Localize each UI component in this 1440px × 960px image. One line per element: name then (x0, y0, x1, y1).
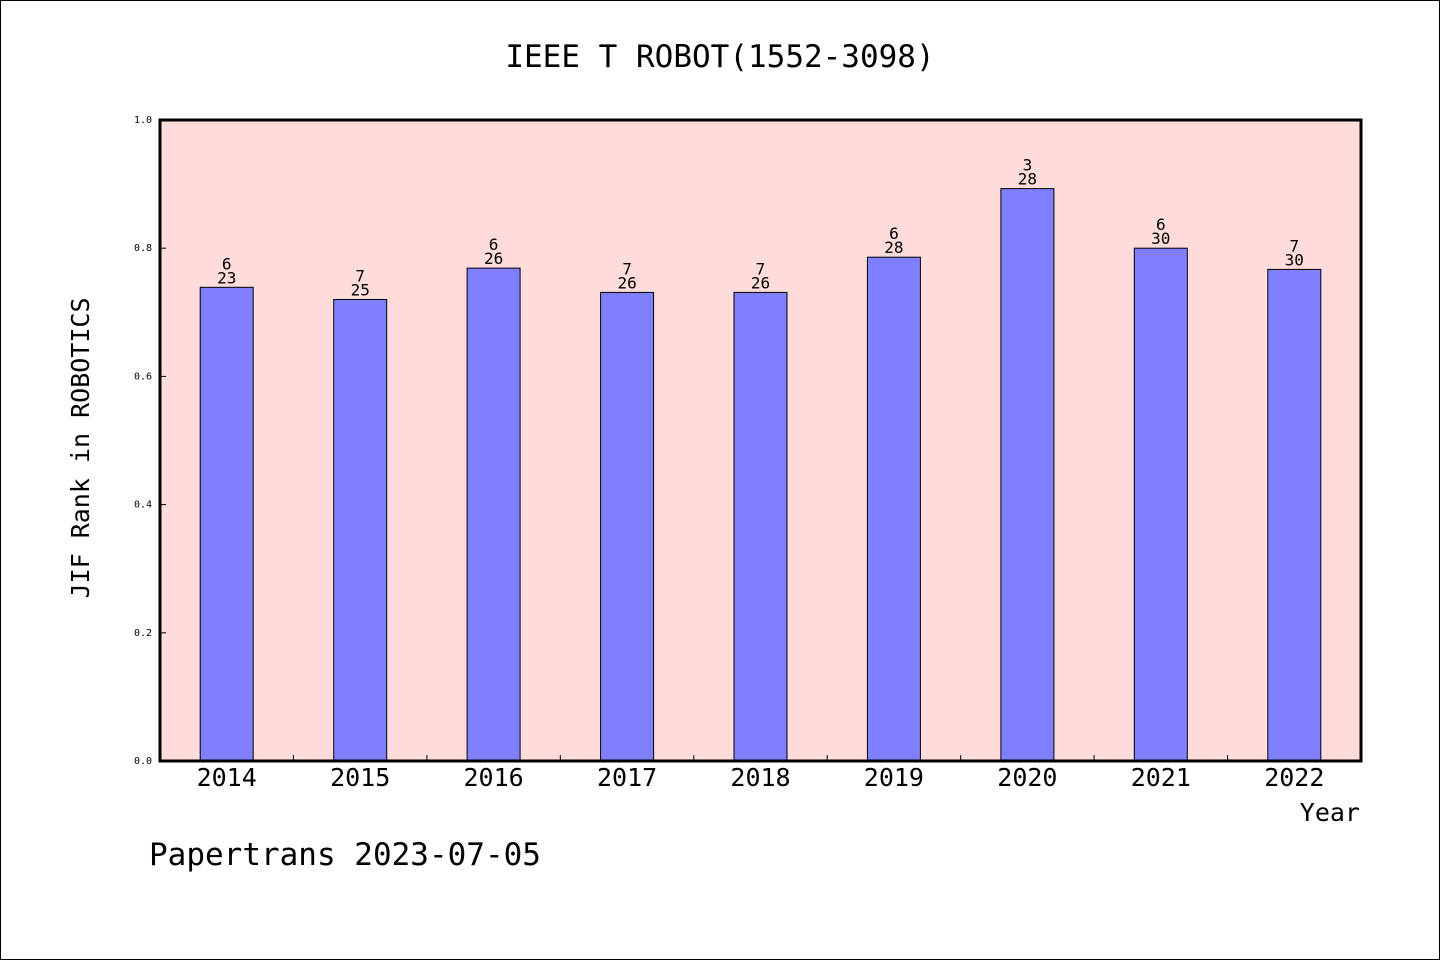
data-label-rank: 7 (355, 267, 365, 286)
data-label-rank: 7 (622, 259, 632, 278)
y-tick-label: 0.6 (134, 371, 152, 382)
data-label-total: 25 (351, 281, 370, 300)
bar-2021 (1133, 247, 1188, 762)
y-tick-label: 0.8 (134, 243, 152, 254)
data-label-rank: 3 (1023, 156, 1033, 175)
data-label-total: 30 (1151, 229, 1170, 248)
data-label-rank: 6 (489, 235, 499, 254)
x-tick-label: 2014 (197, 763, 257, 792)
data-label-total: 26 (751, 273, 770, 292)
data-label-rank: 7 (756, 259, 766, 278)
data-label-total: 26 (484, 249, 503, 268)
bar-2020 (1000, 188, 1055, 762)
bar-2014 (199, 286, 254, 762)
x-tick-label: 2020 (997, 763, 1057, 792)
x-tick-label: 2021 (1131, 763, 1191, 792)
x-tick-label: 2019 (864, 763, 924, 792)
y-axis-label: JIF Rank in ROBOTICS (66, 297, 95, 598)
y-tick-label: 0.0 (134, 756, 152, 767)
y-tick-label: 0.2 (134, 628, 152, 639)
y-tick-label: 1.0 (134, 115, 152, 126)
y-tick-label: 0.4 (134, 500, 152, 511)
chart-title: IEEE T ROBOT(1552-3098) (505, 39, 934, 75)
data-label-rank: 7 (1289, 236, 1299, 255)
x-tick-label: 2016 (463, 763, 523, 792)
plot-border (158, 118, 1363, 763)
bar-2022 (1267, 268, 1322, 762)
data-label-total: 28 (1018, 170, 1037, 189)
x-tick-label: 2022 (1264, 763, 1324, 792)
bar-2019 (866, 256, 921, 762)
bar-2017 (600, 291, 655, 762)
data-label-total: 28 (884, 238, 903, 257)
x-tick-label: 2017 (597, 763, 657, 792)
bar-2016 (466, 267, 521, 762)
data-label-total: 23 (217, 268, 236, 287)
bars-group (199, 188, 1322, 762)
x-ticks-group: 2014 2015 2016 2017 2018 2019 2020 2021 2022 (197, 755, 1324, 792)
data-label-total: 30 (1285, 250, 1304, 269)
bar-2015 (333, 299, 388, 762)
x-axis-label: Year (1300, 798, 1360, 827)
x-tick-label: 2015 (330, 763, 390, 792)
bar-2018 (733, 291, 788, 762)
data-label-total: 26 (617, 273, 636, 292)
data-label-rank: 6 (222, 254, 232, 273)
x-tick-label: 2018 (730, 763, 790, 792)
data-label-rank: 6 (1156, 215, 1166, 234)
footer-text: Papertrans 2023-07-05 (149, 837, 541, 873)
data-label-rank: 6 (889, 224, 899, 243)
